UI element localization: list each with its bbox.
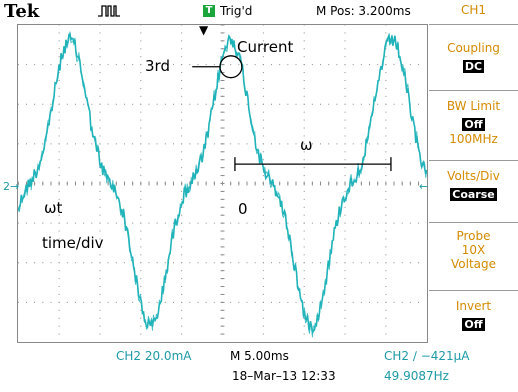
oscilloscope-graticule — [17, 24, 428, 343]
probe-attenuation: 10X — [461, 243, 486, 257]
trigger-badge: T — [203, 5, 215, 17]
omega-t-label: ωt — [44, 199, 63, 217]
volts-div-button[interactable]: Volts/Div Coarse — [429, 160, 518, 218]
time-div-label: time/div — [42, 234, 104, 252]
coupling-value: DC — [462, 60, 485, 73]
brand-logo: Tek — [4, 1, 40, 22]
ch2-waveform-trace-jitter — [18, 31, 427, 338]
current-label: Current — [237, 38, 294, 56]
timebase-readout: M 5.00ms — [230, 349, 289, 363]
bottom-status-bar: CH2 20.0mA M 5.00ms CH2 ∕ −421µA 18–Mar–… — [0, 343, 518, 392]
probe-label: Probe — [456, 229, 491, 243]
m-position-readout: M Pos: 3.200ms — [316, 4, 411, 18]
invert-label: Invert — [455, 299, 492, 313]
channel-menu: CH1 Coupling DC BW Limit Off 100MHz Volt… — [429, 0, 518, 392]
third-harmonic-label: 3rd — [145, 57, 170, 75]
datetime-readout: 18–Mar–13 12:33 — [232, 369, 336, 383]
invert-value: Off — [462, 318, 485, 331]
probe-button[interactable]: Probe 10X Voltage — [429, 222, 518, 284]
trigger-readout: CH2 ∕ −421µA — [384, 349, 470, 363]
trigger-position-marker: ▼ — [199, 23, 209, 37]
omega-label: ω — [300, 136, 313, 154]
ch2-ground-marker: 2→ — [3, 180, 20, 193]
zero-label: 0 — [238, 200, 248, 218]
top-status-bar: Tek T Trig'd M Pos: 3.200ms — [0, 0, 428, 24]
bw-limit-value: Off — [462, 118, 485, 131]
trigger-level-marker: ← — [419, 180, 429, 193]
volts-div-value: Coarse — [450, 188, 497, 201]
invert-button[interactable]: Invert Off — [429, 290, 518, 343]
bw-limit-label: BW Limit — [446, 99, 501, 113]
bw-limit-button[interactable]: BW Limit Off 100MHz — [429, 90, 518, 156]
channel-header: CH1 — [460, 3, 487, 17]
coupling-label: Coupling — [447, 41, 500, 55]
bw-limit-sub: 100MHz — [449, 132, 498, 146]
ch2-scale-readout: CH2 20.0mA — [116, 349, 192, 363]
trigger-status: Trig'd — [220, 4, 253, 18]
probe-type: Voltage — [450, 257, 496, 271]
frequency-readout: 49.9087Hz — [384, 369, 449, 383]
volts-div-label: Volts/Div — [447, 169, 500, 183]
grid-dots — [18, 25, 420, 335]
run-pulse-icon — [98, 5, 120, 17]
coupling-button[interactable]: Coupling DC — [429, 24, 518, 74]
third-harmonic-circle — [219, 55, 243, 79]
